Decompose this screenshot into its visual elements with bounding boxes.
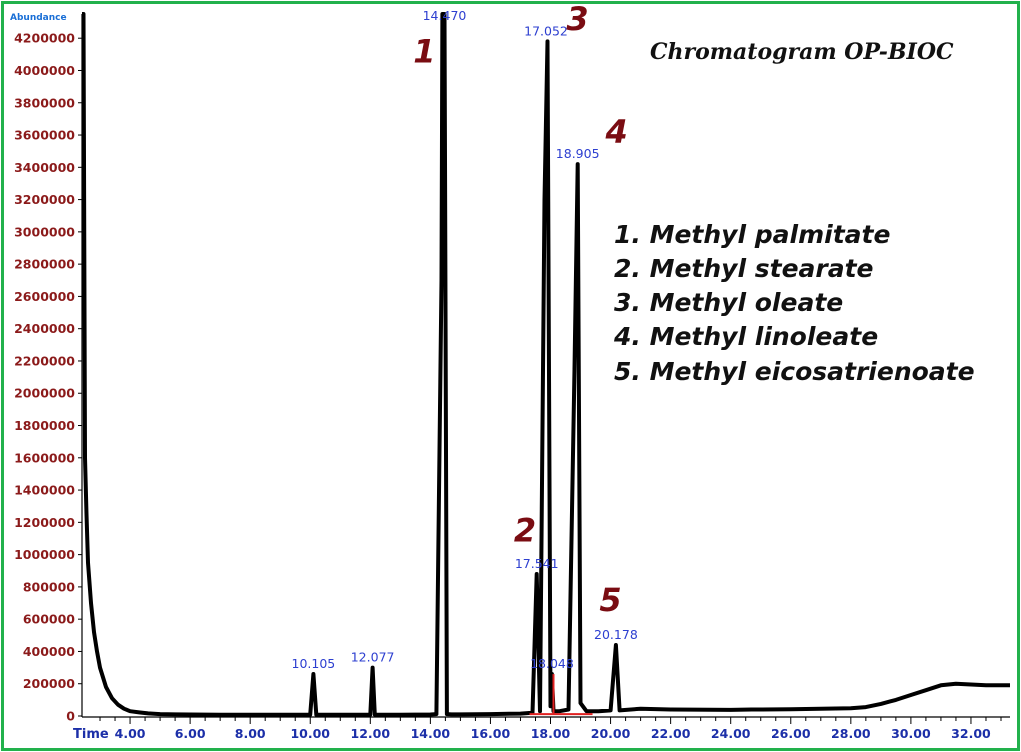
x-axis-title: Time: [73, 727, 109, 742]
y-tick-label: 400000: [23, 644, 75, 659]
retention-time-label: 10.105: [292, 656, 336, 671]
y-tick-label: 1800000: [14, 418, 75, 433]
y-tick-label: 2400000: [14, 321, 75, 336]
peak-number: 2: [514, 512, 536, 550]
y-tick-label: 0: [66, 709, 75, 724]
legend-item: 5. Methyl eicosatrienoate: [614, 357, 975, 386]
retention-time-label: 18.048: [530, 656, 574, 671]
y-tick-label: 200000: [23, 676, 75, 691]
x-tick-label: 10.00: [290, 726, 330, 741]
legend-item: 3. Methyl oleate: [614, 288, 843, 317]
y-tick-label: 1600000: [14, 450, 75, 465]
retention-time-label: 14.470: [423, 8, 467, 23]
legend-item: 2. Methyl stearate: [614, 254, 874, 283]
x-tick-label: 18.00: [531, 726, 571, 741]
peak-numbers: 1 2 3 4 5: [413, 0, 627, 619]
x-tick-label: 28.00: [831, 726, 871, 741]
y-tick-label: 1200000: [14, 515, 75, 530]
x-tick-label: 26.00: [771, 726, 811, 741]
chromatogram-trace: [81, 12, 1010, 717]
x-tick-label: 12.00: [351, 726, 391, 741]
y-tick-label: 3400000: [14, 160, 75, 175]
legend-item: 1. Methyl palmitate: [614, 220, 890, 249]
retention-time-label: 20.178: [594, 627, 638, 642]
retention-time-label: 17.541: [515, 556, 559, 571]
peak-number: 3: [566, 0, 588, 38]
y-tick-label: 1400000: [14, 483, 75, 498]
x-tick-label: 4.00: [115, 726, 146, 741]
x-tick-label: 14.00: [411, 726, 451, 741]
x-tick-label: 30.00: [891, 726, 931, 741]
legend: 1. Methyl palmitate 2. Methyl stearate 3…: [613, 220, 975, 386]
y-tick-label: 2600000: [14, 289, 75, 304]
x-tick-label: 8.00: [235, 726, 266, 741]
retention-time-label: 17.052: [524, 23, 568, 38]
y-tick-label: 4200000: [14, 31, 75, 46]
y-tick-label: 600000: [23, 612, 75, 627]
y-tick-label: 800000: [23, 579, 75, 594]
y-tick-label: 3600000: [14, 128, 75, 143]
retention-time-labels: 10.105 12.077 14.470 17.052 17.541 18.048 18.9…: [292, 8, 638, 671]
y-tick-label: 3000000: [14, 224, 75, 239]
retention-time-label: 18.905: [556, 146, 600, 161]
retention-time-label: 12.077: [351, 650, 395, 665]
peak-number: 4: [604, 113, 627, 151]
chart-title: Chromatogram OP-BIOC: [650, 39, 954, 65]
y-axis-ticks: 0 200000 400000 600000 800000 1000000 1200000 1…: [14, 31, 82, 724]
x-tick-label: 24.00: [711, 726, 751, 741]
y-tick-label: 2800000: [14, 257, 75, 272]
x-tick-label: 6.00: [175, 726, 206, 741]
y-tick-label: 4000000: [14, 63, 75, 78]
y-axis-title: Abundance: [10, 13, 67, 23]
y-tick-label: 2200000: [14, 353, 75, 368]
x-tick-label: 16.00: [471, 726, 511, 741]
x-tick-label: 20.00: [591, 726, 631, 741]
peak-number: 1: [413, 32, 435, 70]
x-axis-ticks: 4.00 6.00 8.00 10.00 12.00 14.00 16.00 18.00 20.…: [99, 717, 1002, 741]
x-tick-label: 22.00: [651, 726, 691, 741]
peak-number: 5: [599, 581, 621, 619]
legend-item: 4. Methyl linoleate: [613, 322, 878, 351]
y-tick-label: 2000000: [14, 386, 75, 401]
y-tick-label: 3200000: [14, 192, 75, 207]
y-tick-label: 3800000: [14, 95, 75, 110]
x-tick-label: 32.00: [951, 726, 991, 741]
traces: [81, 12, 1010, 717]
y-tick-label: 1000000: [14, 547, 75, 562]
